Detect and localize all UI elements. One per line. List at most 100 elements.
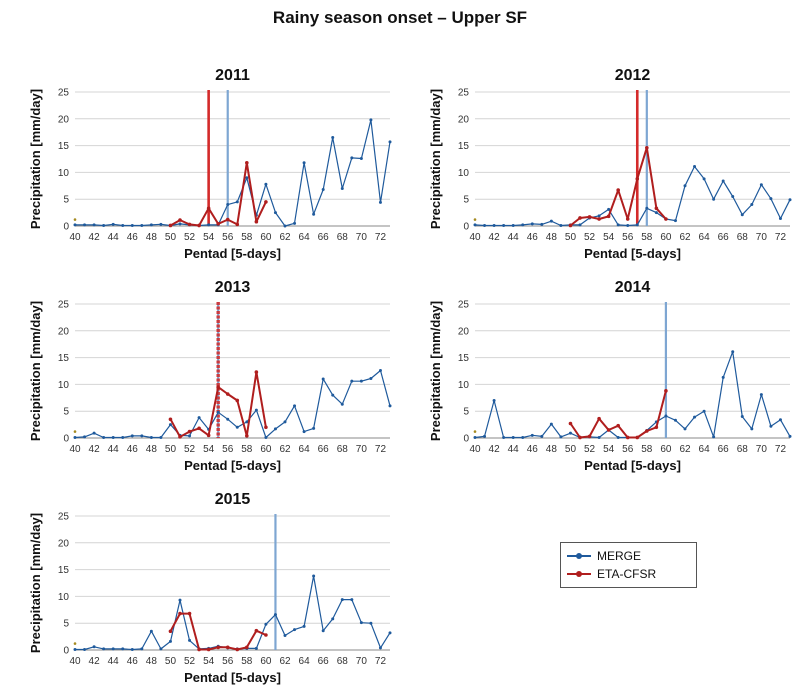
data-point-merge [473,435,477,439]
data-point-merge [769,424,773,428]
data-point-eta [568,223,573,228]
data-point-merge [188,638,192,642]
x-tick-label: 52 [184,656,196,667]
x-tick-label: 60 [260,444,272,455]
data-point-eta [245,160,249,165]
data-point-merge [73,223,77,227]
x-tick-label: 72 [775,444,787,455]
data-point-eta [178,611,182,616]
data-point-merge [626,223,630,227]
data-point-eta [225,217,230,222]
data-point-merge [549,422,553,426]
data-point-merge [245,420,249,424]
data-point-merge [388,404,392,408]
legend-item-merge: MERGE [567,548,641,564]
x-tick-label: 56 [622,232,634,243]
x-tick-label: 68 [337,232,349,243]
data-point-merge [283,634,287,638]
x-tick-label: 66 [718,232,730,243]
data-point-merge [283,224,287,228]
y-tick-label: 0 [463,222,469,233]
data-point-merge [235,200,239,204]
data-point-eta [578,435,582,440]
data-point-merge [578,223,582,227]
y-tick-label: 0 [63,222,69,233]
x-tick-label: 46 [127,444,139,455]
data-point-eta [625,435,630,440]
panel-title: 2011 [215,67,250,84]
x-tick-label: 64 [299,656,311,667]
data-point-merge [340,402,344,406]
y-tick-label: 20 [458,326,470,337]
x-tick-label: 46 [527,444,539,455]
data-point-merge [559,223,563,227]
panel-title: 2015 [215,491,251,508]
y-tick-label: 20 [458,114,470,125]
x-tick-label: 68 [737,444,749,455]
x-tick-label: 62 [679,232,691,243]
x-tick-label: 70 [756,444,768,455]
data-point-merge [597,435,601,439]
data-point-eta [254,370,259,374]
data-point-merge [502,223,506,227]
x-tick-label: 72 [775,232,787,243]
x-tick-label: 70 [356,656,368,667]
legend-label-merge: MERGE [597,549,642,563]
x-tick-label: 46 [127,656,139,667]
data-point-merge [378,200,382,204]
data-point-merge [273,211,277,215]
origin-marker [73,430,77,433]
x-tick-label: 40 [469,232,481,243]
y-tick-label: 15 [458,141,470,152]
data-point-eta [235,222,240,227]
series-line-merge [75,119,391,227]
data-point-merge [102,647,106,651]
x-tick-label: 62 [279,444,291,455]
data-point-merge [254,408,258,412]
x-tick-label: 46 [127,232,139,243]
x-axis-label: Pentad [5-days] [584,458,681,473]
data-point-eta [625,217,630,221]
x-tick-label: 58 [241,232,253,243]
data-point-eta [206,433,211,438]
data-point-merge [92,645,96,649]
x-tick-label: 62 [279,656,291,667]
data-point-eta [264,425,268,430]
legend-label-eta: ETA-CFSR [597,567,657,581]
series-line-merge [474,165,791,227]
x-tick-label: 64 [699,232,711,243]
data-point-merge [321,377,325,381]
data-point-eta [635,177,640,181]
data-point-merge [350,598,354,602]
data-point-merge [83,223,87,227]
data-point-merge [216,410,220,414]
data-point-merge [369,118,373,122]
data-point-merge [130,647,134,651]
x-tick-label: 52 [584,232,596,243]
x-tick-label: 48 [146,444,158,455]
data-point-eta [635,435,640,440]
data-point-merge [159,647,163,651]
data-point-merge [769,197,773,201]
data-point-eta [254,628,259,633]
y-tick-label: 20 [58,326,70,337]
chart-2013: 2013 0 5 10 15 20 25 40 42 44 46 48 50 52 54 56 58 60 62 64… [28,279,392,473]
y-tick-label: 25 [58,300,70,311]
data-point-merge [740,415,744,419]
data-point-eta [168,223,173,228]
data-point-merge [712,435,716,439]
y-tick-label: 5 [63,407,69,418]
data-point-eta [206,647,211,652]
data-point-eta [597,217,601,221]
series-line-merge [74,369,391,439]
data-point-merge [597,214,601,218]
x-tick-label: 64 [299,444,311,455]
data-point-merge [140,434,144,438]
data-point-merge [73,647,77,651]
data-point-eta [245,645,249,650]
y-tick-label: 15 [458,353,470,364]
data-point-merge [321,188,325,192]
x-tick-label: 66 [318,232,330,243]
x-tick-label: 60 [660,232,672,243]
x-tick-label: 60 [260,656,272,667]
